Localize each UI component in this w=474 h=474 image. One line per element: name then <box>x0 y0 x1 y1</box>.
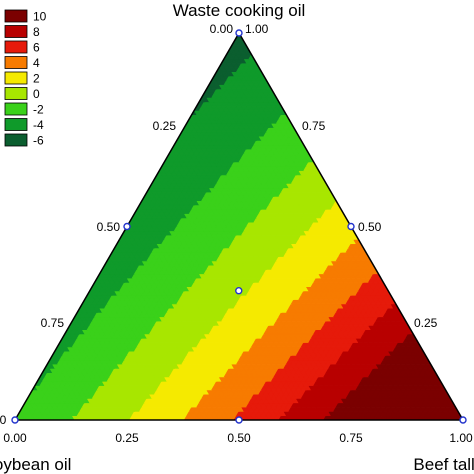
contour-fill-group <box>15 33 463 420</box>
